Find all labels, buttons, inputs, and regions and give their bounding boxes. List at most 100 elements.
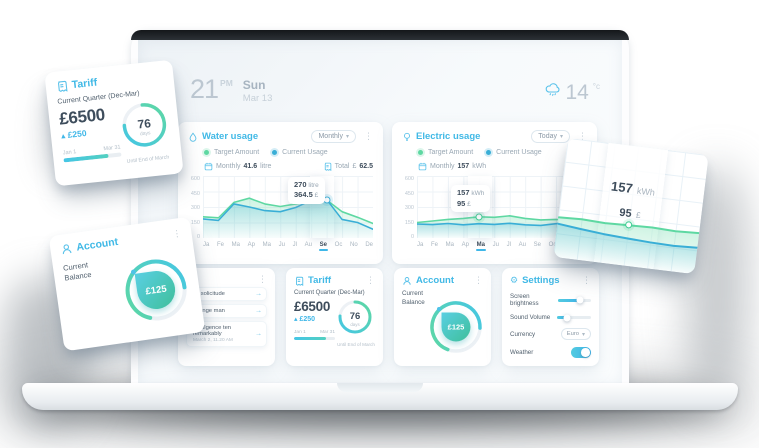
- tariff-card: Tariff ⋮ Current Quarter (Dec-Mar) £6500…: [286, 268, 383, 366]
- x-axis-label[interactable]: Ja: [417, 242, 424, 248]
- legend-dot-current: [272, 150, 278, 155]
- receipt-icon: [323, 162, 332, 171]
- kebab-menu-icon[interactable]: ⋮: [366, 275, 375, 285]
- tariff-delta: £250: [299, 316, 316, 323]
- brightness-slider[interactable]: [558, 296, 591, 304]
- x-axis-label[interactable]: Ja: [203, 242, 210, 248]
- y-axis-tick: 300: [190, 205, 200, 211]
- range-end: Mar 31: [103, 144, 121, 153]
- notification-list: se solicitude → change man → Indulgence …: [186, 287, 267, 347]
- card-title: Settings: [522, 275, 560, 286]
- monthly-label: Monthly: [430, 163, 455, 170]
- weather-label: Weather: [510, 348, 534, 356]
- person-icon: [402, 276, 412, 286]
- x-axis-label[interactable]: Oc: [548, 242, 557, 248]
- x-axis-label[interactable]: Jl: [292, 242, 298, 248]
- period-progress-bar: [294, 337, 335, 340]
- list-item[interactable]: se solicitude →: [186, 287, 267, 301]
- monthly-value: 157: [457, 163, 470, 170]
- list-item-date: March 2, 11.20 AM: [193, 338, 233, 343]
- card-title: Water usage: [202, 131, 259, 142]
- volume-slider[interactable]: [557, 314, 591, 321]
- dashboard-screen: 21 PM Sun Mar 13 14 °c: [138, 40, 622, 384]
- kebab-menu-icon[interactable]: ⋮: [582, 275, 591, 285]
- legend-dot-target: [204, 150, 209, 155]
- tariff-amount: £6500: [294, 299, 331, 314]
- slider-knob[interactable]: [576, 296, 584, 304]
- legend-label: Current Usage: [496, 149, 542, 156]
- monthly-label: Monthly: [216, 163, 241, 170]
- water-range-dropdown[interactable]: Monthly ▾: [311, 130, 356, 143]
- brightness-label: Screen brightness: [510, 293, 539, 307]
- electric-range-dropdown[interactable]: Today ▾: [531, 130, 570, 143]
- card-title: Account: [75, 235, 119, 254]
- balance-gauge: £125: [427, 298, 485, 356]
- calendar-icon: [418, 162, 427, 171]
- kebab-menu-icon[interactable]: ⋮: [578, 131, 587, 141]
- x-axis-label[interactable]: Ju: [492, 242, 500, 248]
- temperature-unit: °c: [592, 82, 600, 91]
- laptop-lid: 21 PM Sun Mar 13 14 °c: [131, 30, 629, 384]
- electric-usage-chart[interactable]: 157 kWh 95 £: [417, 176, 587, 238]
- laptop-lid-edge: [131, 30, 629, 40]
- arrow-right-icon: →: [255, 330, 262, 338]
- x-axis-label[interactable]: Oc: [334, 242, 343, 248]
- legend-label: Target Amount: [428, 149, 474, 156]
- legend-dot-target: [418, 150, 423, 155]
- weather-widget: 14 °c: [545, 82, 600, 103]
- x-axis-label[interactable]: Au: [518, 242, 527, 248]
- y-axis-tick: 150: [190, 219, 200, 226]
- x-axis-label[interactable]: Se: [318, 242, 329, 251]
- y-axis-tick: 300: [404, 205, 414, 211]
- x-axis-label[interactable]: Ju: [278, 242, 286, 248]
- monthly-unit: litre: [260, 163, 272, 170]
- date: Mar 13: [242, 93, 273, 104]
- x-axis-label[interactable]: Jl: [506, 242, 512, 248]
- water-chart-lines: [203, 197, 373, 238]
- x-axis-label[interactable]: Ap: [247, 242, 256, 248]
- currency-dropdown[interactable]: Euro ▾: [560, 328, 591, 340]
- electric-usage-card: Electric usage Today ▾ ⋮ Target Amount C…: [392, 122, 597, 264]
- x-axis-label[interactable]: Ma: [445, 242, 455, 248]
- chevron-down-icon: ▾: [345, 134, 349, 140]
- total-label: Total: [334, 163, 350, 170]
- balance-label: Current Balance: [62, 260, 93, 283]
- day-of-week: Sun: [242, 78, 266, 92]
- days-remaining-gauge: 76 days: [337, 299, 373, 340]
- days-remaining-gauge: 76 days: [118, 98, 171, 156]
- x-axis-label[interactable]: Se: [533, 242, 542, 248]
- x-axis-label[interactable]: Fe: [431, 242, 439, 248]
- x-axis-label[interactable]: Au: [304, 242, 313, 248]
- tariff-caption: Until End of March: [126, 154, 170, 165]
- y-axis: 600 450 300 150 0: [188, 176, 203, 252]
- x-axis-label[interactable]: Fe: [217, 242, 225, 248]
- increase-arrow-icon: ▴: [294, 316, 298, 323]
- slider-knob[interactable]: [563, 314, 571, 321]
- x-axis-label[interactable]: Ma: [262, 242, 272, 248]
- list-item[interactable]: change man →: [186, 304, 267, 318]
- weather-toggle[interactable]: [571, 347, 591, 358]
- chart-tooltip: 157 kWh 95 £: [451, 184, 491, 213]
- x-axis-label[interactable]: De: [365, 242, 373, 248]
- tariff-receipt-icon: [294, 276, 304, 286]
- increase-arrow-icon: ▴: [60, 130, 66, 141]
- x-axis-label[interactable]: Ap: [461, 242, 470, 248]
- total-currency: £: [352, 163, 357, 170]
- list-item-title: Indulgence ten remarkably: [193, 325, 232, 337]
- zoom-chart-lines: [553, 216, 701, 275]
- tariff-caption: Until End of March: [337, 342, 375, 347]
- kebab-menu-icon[interactable]: ⋮: [258, 274, 267, 284]
- x-axis-label[interactable]: Ma: [231, 242, 241, 248]
- y-axis-tick: 450: [404, 190, 414, 197]
- x-axis-label[interactable]: No: [350, 242, 358, 248]
- kebab-menu-icon[interactable]: ⋮: [474, 275, 483, 285]
- kebab-menu-icon[interactable]: ⋮: [364, 131, 373, 141]
- water-usage-chart[interactable]: 270 litre 364.5 £: [203, 176, 373, 238]
- kebab-menu-icon[interactable]: ⋮: [171, 227, 183, 239]
- card-title: Tariff: [308, 275, 332, 286]
- balance-label: Current Balance: [402, 290, 425, 306]
- x-axis-label[interactable]: Ma: [475, 242, 487, 251]
- balance-gauge: £125: [118, 252, 195, 329]
